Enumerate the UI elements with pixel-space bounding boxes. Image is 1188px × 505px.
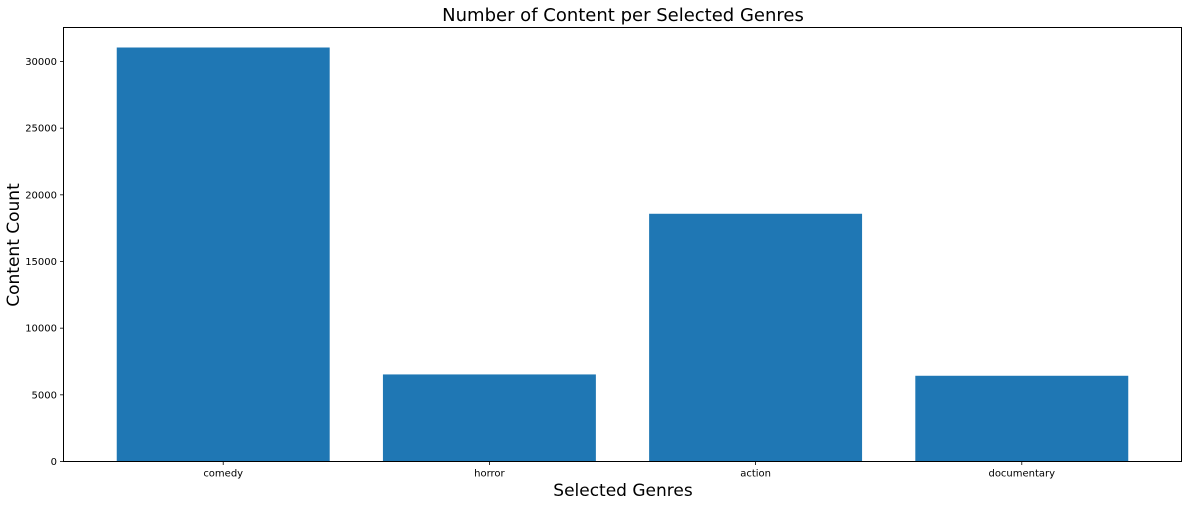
- y-axis: 0 5000 10000 15000 20000 25000 30000: [25, 57, 64, 468]
- bar-action: [649, 213, 863, 462]
- bar-series: [116, 47, 1129, 462]
- y-tick-label: 20000: [25, 190, 57, 201]
- y-axis-title: Content Count: [4, 183, 24, 307]
- y-tick-label: 15000: [25, 257, 57, 268]
- x-axis-title: Selected Genres: [553, 481, 693, 501]
- x-tick-label: horror: [474, 469, 505, 480]
- bar-horror: [382, 374, 596, 462]
- chart-title: Number of Content per Selected Genres: [442, 5, 804, 26]
- y-tick-label: 10000: [25, 324, 57, 335]
- y-tick-label: 30000: [25, 57, 57, 68]
- bar-comedy: [116, 47, 330, 462]
- y-tick-label: 25000: [25, 124, 57, 135]
- x-tick-label: documentary: [988, 469, 1055, 480]
- plot-frame: [63, 27, 1182, 462]
- x-tick-label: comedy: [203, 469, 243, 480]
- bar-documentary: [915, 375, 1129, 462]
- y-tick-label: 0: [51, 457, 57, 468]
- y-tick-label: 5000: [32, 390, 57, 401]
- x-axis: comedy horror action documentary: [203, 461, 1055, 480]
- x-tick-label: action: [740, 469, 771, 480]
